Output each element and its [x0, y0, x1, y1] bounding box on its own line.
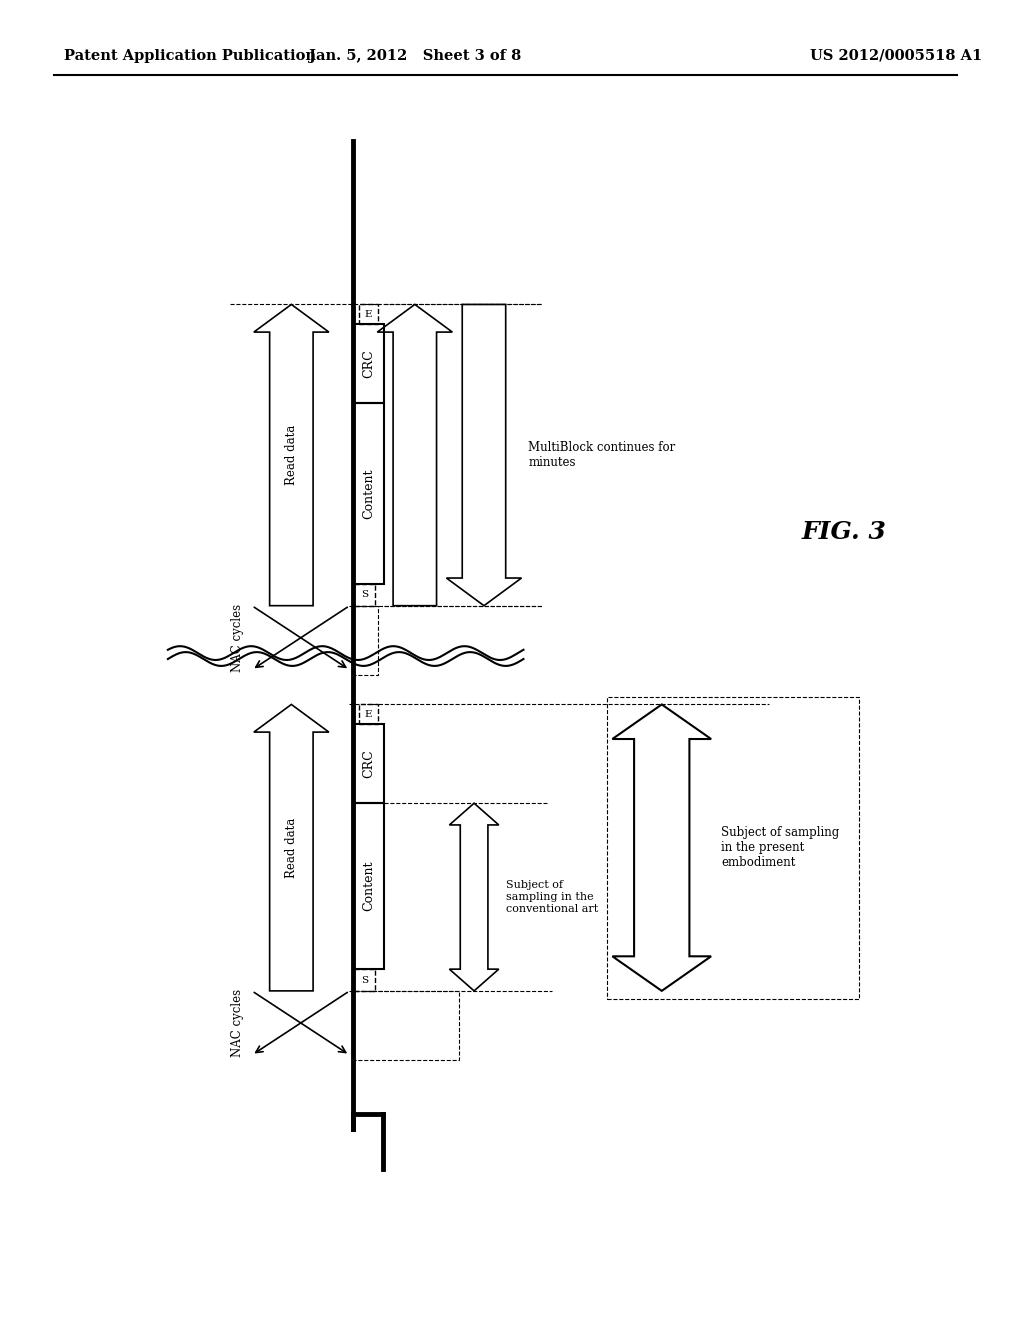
- Text: Patent Application Publication: Patent Application Publication: [65, 49, 316, 62]
- Bar: [358, 305, 378, 325]
- Text: Jan. 5, 2012   Sheet 3 of 8: Jan. 5, 2012 Sheet 3 of 8: [308, 49, 521, 62]
- Text: MultiBlock continues for
minutes: MultiBlock continues for minutes: [528, 441, 676, 469]
- Text: CRC: CRC: [361, 750, 375, 777]
- Text: CRC: CRC: [361, 350, 375, 378]
- Bar: [353, 583, 376, 606]
- Bar: [352, 725, 384, 803]
- Text: Read data: Read data: [285, 817, 298, 878]
- Text: FIG. 3: FIG. 3: [802, 520, 887, 544]
- Bar: [352, 325, 384, 403]
- Bar: [353, 969, 376, 991]
- Text: US 2012/0005518 A1: US 2012/0005518 A1: [810, 49, 982, 62]
- Text: Subject of
sampling in the
conventional art: Subject of sampling in the conventional …: [506, 880, 598, 913]
- Bar: [351, 991, 460, 1060]
- Bar: [358, 705, 378, 725]
- Text: NAC cycles: NAC cycles: [231, 989, 244, 1057]
- Text: Content: Content: [361, 469, 375, 519]
- Text: E: E: [365, 310, 372, 319]
- Bar: [351, 606, 378, 675]
- Bar: [352, 403, 384, 583]
- Text: Content: Content: [361, 861, 375, 911]
- Text: S: S: [360, 975, 368, 985]
- Text: NAC cycles: NAC cycles: [231, 603, 244, 672]
- Bar: [352, 803, 384, 969]
- Text: S: S: [360, 590, 368, 599]
- Text: E: E: [365, 710, 372, 719]
- Text: Read data: Read data: [285, 425, 298, 486]
- Text: Subject of sampling
in the present
embodiment: Subject of sampling in the present embod…: [721, 826, 840, 869]
- Bar: [607, 697, 859, 999]
